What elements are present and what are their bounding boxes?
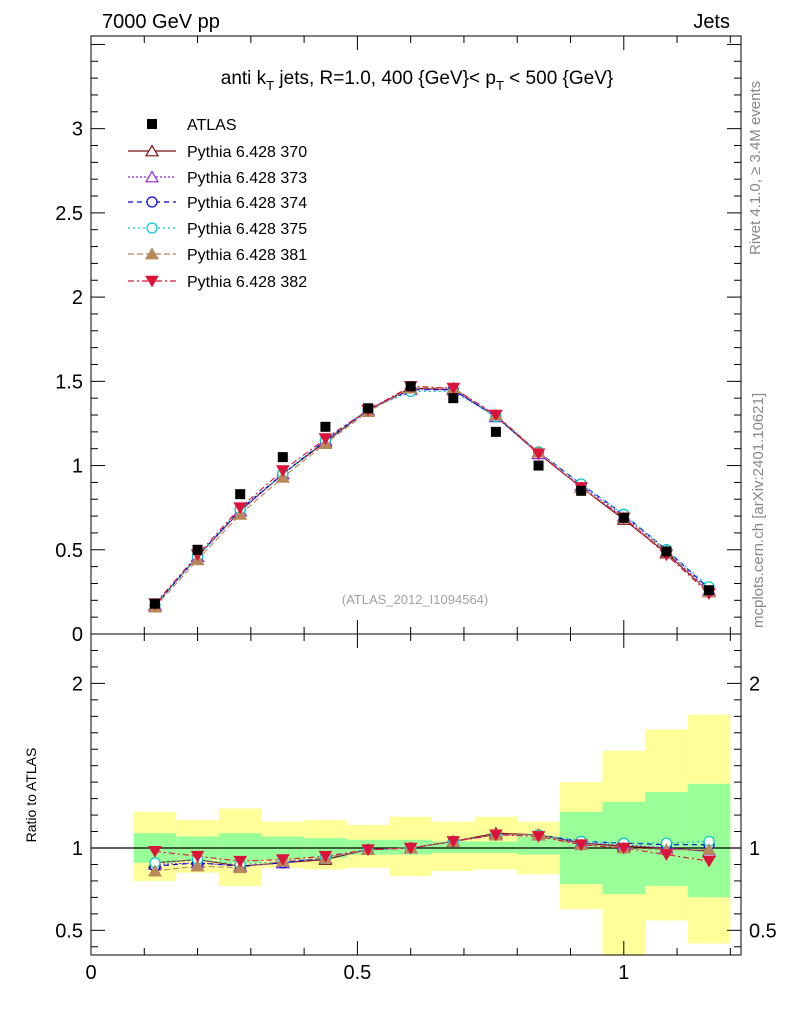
ratio-y-axis-label: Ratio to ATLAS: [23, 748, 39, 843]
main-ytick-label-1: 0.5: [55, 540, 83, 562]
ratio-ytick-label-right-2: 2: [749, 673, 760, 695]
legend-marker-5: [145, 275, 159, 288]
ratio-series-5-point-10: [574, 839, 589, 852]
atlas-data-point-5: [363, 403, 374, 414]
ratio-series-5-point-0: [148, 845, 162, 858]
ratio-series-5-point-12: [659, 849, 674, 861]
main-title-part-1: anti k: [221, 68, 267, 89]
ratio-series-line-2: [154, 834, 710, 867]
atlas-data-point-8: [490, 426, 501, 437]
main-series-5-point-8: [489, 409, 503, 422]
main-ytick-label-6: 3: [72, 119, 83, 141]
header-right-label: Jets: [693, 11, 730, 33]
ratio-inner-band-8: [474, 841, 518, 853]
ratio-ytick-label-left-1: 1: [72, 838, 83, 860]
legend: ATLAS Pythia 6.428 370 Pythia 6.428 373 Pyt…: [128, 117, 307, 291]
x-tick-label-0: 0: [85, 962, 96, 984]
atlas-data-point-12: [661, 546, 672, 557]
legend-label-3: Pythia 6.428 375: [187, 221, 307, 238]
atlas-data-point-11: [618, 512, 629, 523]
main-title-sub-1: T: [266, 78, 274, 93]
main-series-line-5: [154, 385, 710, 605]
ratio-series-4-point-0: [147, 864, 162, 877]
ratio-series-5-point-9: [531, 831, 546, 843]
ratio-series-5-point-3: [275, 854, 290, 866]
ratio-series-4-point-1: [190, 859, 205, 872]
atlas-data-point-7: [448, 393, 459, 404]
atlas-data-point-3: [277, 452, 288, 463]
legend-marker-0: [144, 144, 160, 157]
ratio-ytick-label-right-0: 0.5: [749, 920, 777, 942]
ratio-plot: 0.5 0.51 12 20 0.5 1: [55, 633, 777, 984]
atlas-data-point-6: [405, 381, 416, 392]
main-series-5-point-9: [531, 448, 546, 461]
ratio-series-5-point-1: [190, 850, 205, 863]
main-series-5-point-4: [318, 433, 333, 445]
main-title-part-2: jets, R=1.0, 400 {GeV}< p: [274, 68, 496, 89]
main-ytick-label-5: 2.5: [55, 203, 83, 225]
ratio-series-5-point-5: [361, 844, 375, 857]
main-ytick-label-3: 1.5: [55, 371, 83, 393]
main-title: anti kT jets, R=1.0, 400 {GeV}< pT < 500…: [221, 68, 614, 93]
atlas-data-point-10: [576, 485, 587, 496]
main-title-part-3: < 500 {GeV}: [504, 68, 613, 89]
main-series-4-point-2: [233, 507, 248, 520]
rivet-version-label: Rivet 4.1.0, ≥ 3.4M events: [747, 81, 764, 255]
ratio-series-5-point-7: [446, 836, 461, 848]
legend-label-4: Pythia 6.428 381: [187, 247, 307, 264]
ratio-series-5-point-6: [403, 842, 418, 855]
ratio-inner-band-9: [517, 836, 560, 855]
main-series-line-2: [154, 389, 710, 606]
main-series-line-3: [154, 390, 710, 606]
legend-atlas-marker: [147, 119, 157, 129]
legend-label-0: Pythia 6.428 370: [187, 144, 307, 161]
main-series-4-point-3: [275, 470, 290, 483]
ratio-series-5-point-8: [489, 829, 503, 842]
atlas-data-point-9: [533, 460, 544, 471]
legend-atlas-label: ATLAS: [187, 117, 237, 134]
main-series-5-point-7: [446, 382, 461, 395]
ratio-series-4-point-13: [701, 843, 717, 856]
main-ytick-label-2: 1: [72, 456, 83, 478]
legend-label-2: Pythia 6.428 374: [187, 195, 307, 212]
main-title-sub-2: T: [496, 78, 504, 93]
main-series-5-point-2: [233, 502, 248, 515]
legend-label-1: Pythia 6.428 373: [187, 170, 307, 187]
legend-marker-1: [144, 170, 160, 183]
main-series-line-1: [154, 389, 710, 606]
ratio-series-5-point-2: [233, 855, 248, 868]
atlas-data-point-4: [320, 421, 331, 432]
ratio-series-line-5: [154, 834, 710, 862]
x-tick-label-2: 1: [618, 962, 629, 984]
ratio-series-5-point-4: [318, 850, 333, 863]
atlas-data-point-2: [235, 489, 246, 500]
legend-label-5: Pythia 6.428 382: [187, 274, 307, 291]
ratio-frame: [90, 633, 742, 956]
ratio-series-line-4: [154, 834, 710, 872]
legend-marker-4: [144, 247, 160, 260]
main-ytick-label-0: 0: [72, 624, 83, 646]
x-tick-label-1: 0.5: [343, 962, 371, 984]
main-ytick-label-4: 2: [72, 287, 83, 309]
ratio-ytick-label-left-0: 0.5: [55, 920, 83, 942]
atlas-data-point-13: [704, 585, 715, 596]
main-plot: 0 0.5 1 1.5 2 2.5 3: [55, 35, 742, 646]
ratio-ytick-label-right-1: 1: [749, 838, 760, 860]
atlas-data-point-1: [192, 544, 203, 555]
mcplots-label: mcplots.cern.ch [arXiv:2401.10621]: [750, 393, 767, 628]
main-series-5-point-3: [275, 465, 290, 477]
analysis-watermark: (ATLAS_2012_I1094564): [342, 592, 488, 607]
ratio-series-5-point-13: [702, 855, 716, 868]
ratio-ytick-label-left-2: 2: [72, 673, 83, 695]
legend-marker-2: [146, 196, 158, 208]
ratio-series-5-point-11: [616, 842, 631, 855]
header-left-label: 7000 GeV pp: [102, 11, 220, 33]
main-series-line-4: [154, 387, 710, 608]
atlas-data-point-0: [149, 598, 160, 609]
legend-marker-3: [146, 222, 158, 234]
